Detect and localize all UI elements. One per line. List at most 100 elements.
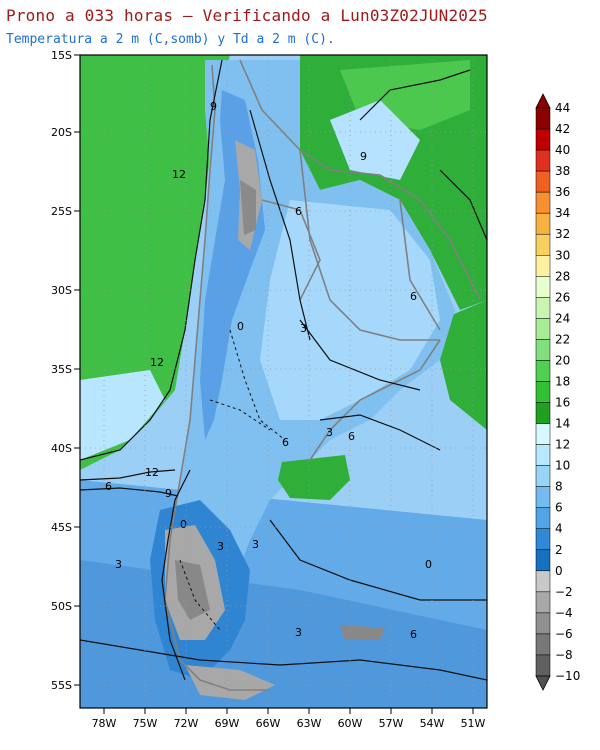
colorbar-label: −8 <box>555 648 573 662</box>
colorbar-label: −10 <box>555 669 580 683</box>
lon-tick-label: 54W <box>420 717 445 730</box>
lat-axis: 15S 20S 25S 30S 35S 40S 45S 50S 55S <box>51 49 80 692</box>
dashed-contours <box>179 329 286 631</box>
colorbar-label: 0 <box>555 564 563 578</box>
colorbar-label: 30 <box>555 248 570 262</box>
contour-label: 9 <box>360 150 367 163</box>
pacific-warm-field <box>80 55 230 470</box>
colorbar-label: 4 <box>555 522 563 536</box>
colorbar-label: 20 <box>555 353 570 367</box>
colorbar-label: 18 <box>555 374 570 388</box>
colorbar-swatch <box>535 444 551 466</box>
colorbar-label: 40 <box>555 143 570 157</box>
lat-tick-label: 40S <box>51 442 72 455</box>
colorbar-swatch <box>535 528 551 551</box>
lat-tick-label: 25S <box>51 205 72 218</box>
colorbar-label: 14 <box>555 417 570 431</box>
colorbar-label: 26 <box>555 290 570 304</box>
colorbar-swatch <box>535 423 551 445</box>
colorbar-label: 44 <box>555 101 570 115</box>
colorbar-swatch <box>535 297 551 319</box>
contour-label: 6 <box>105 480 112 493</box>
colorbar-swatch <box>535 276 551 298</box>
colorbar-label: 28 <box>555 269 570 283</box>
lon-tick-label: 60W <box>338 717 363 730</box>
colorbar-label: 8 <box>555 480 563 494</box>
contour-label: 0 <box>237 320 244 333</box>
valdes-warm-field <box>278 455 350 500</box>
colorbar-swatch <box>535 549 551 572</box>
lon-tick-label: 51W <box>461 717 486 730</box>
lon-axis: 78W 75W 72W 69W 66W 63W 60W 57W 54W 51W <box>92 708 486 730</box>
contour-label: 0 <box>425 558 432 571</box>
colorbar-swatch <box>535 339 551 361</box>
contour-label: 6 <box>410 290 417 303</box>
contour-label: 12 <box>145 466 159 479</box>
colorbar-label: 42 <box>555 122 570 136</box>
contour-label: 3 <box>300 322 307 335</box>
lon-tick-label: 72W <box>174 717 199 730</box>
colorbar-swatch <box>535 318 551 340</box>
contour-label: 3 <box>115 558 122 571</box>
lon-tick-label: 63W <box>297 717 322 730</box>
lat-tick-label: 55S <box>51 679 72 692</box>
lon-tick-label: 66W <box>256 717 281 730</box>
colorbar-label: −2 <box>555 585 573 599</box>
colorbar-swatch <box>535 170 551 193</box>
colorbar-swatch <box>535 486 551 508</box>
lat-tick-label: 15S <box>51 49 72 62</box>
contour-label: 9 <box>165 487 172 500</box>
colorbar-label: −4 <box>555 606 573 620</box>
contour-label: 0 <box>180 518 187 531</box>
lat-tick-label: 20S <box>51 126 72 139</box>
colorbar-label: 32 <box>555 227 570 241</box>
contour-label: 6 <box>410 628 417 641</box>
colorbar-swatch <box>535 654 551 677</box>
colorbar-label: 24 <box>555 311 570 325</box>
contour-label: 12 <box>150 356 164 369</box>
contour-label: 9 <box>210 100 217 113</box>
contour-label: 6 <box>282 436 289 449</box>
colorbar: 4442403836343230282624222018161412108642… <box>535 93 580 691</box>
lat-tick-label: 45S <box>51 521 72 534</box>
lon-tick-label: 69W <box>215 717 240 730</box>
colorbar-label: 34 <box>555 206 570 220</box>
colorbar-swatch <box>535 360 551 382</box>
colorbar-bottom-arrow <box>535 675 551 691</box>
contour-labels: 12 12 9 9 6 6 3 0 12 9 6 3 0 3 6 3 6 3 0… <box>105 100 432 641</box>
colorbar-swatch <box>535 465 551 487</box>
contour-label: 3 <box>217 540 224 553</box>
colorbar-swatch <box>535 507 551 529</box>
map-frame <box>79 54 488 709</box>
colorbar-swatch <box>535 633 551 656</box>
contour-label: 6 <box>348 430 355 443</box>
contour-label: 3 <box>252 538 259 551</box>
contour-label: 12 <box>172 168 186 181</box>
country-borders <box>164 59 481 691</box>
lat-tick-label: 50S <box>51 600 72 613</box>
colorbar-label: 22 <box>555 332 570 346</box>
colorbar-top-arrow <box>535 93 551 109</box>
colorbar-swatch <box>535 255 551 277</box>
colorbar-label: 12 <box>555 438 570 452</box>
colorbar-label: 38 <box>555 164 570 178</box>
colorbar-label: 6 <box>555 501 563 515</box>
colorbar-swatch <box>535 570 551 593</box>
colorbar-swatch <box>535 402 551 424</box>
colorbar-swatch <box>535 149 551 172</box>
contour-label: 3 <box>326 426 333 439</box>
map-panel: 12 12 9 9 6 6 3 0 12 9 6 3 0 3 6 3 6 3 0… <box>80 55 487 708</box>
colorbar-label: 36 <box>555 185 570 199</box>
colorbar-swatch <box>535 107 551 130</box>
map-subtitle: Temperatura a 2 m (C,somb) y Td a 2 m (C… <box>6 32 335 47</box>
colorbar-swatch <box>535 612 551 635</box>
map-title: Prono a 033 horas – Verificando a Lun03Z… <box>6 6 488 25</box>
lat-tick-label: 30S <box>51 284 72 297</box>
lon-tick-label: 57W <box>379 717 404 730</box>
lon-tick-label: 75W <box>133 717 158 730</box>
colorbar-label: 2 <box>555 543 563 557</box>
colorbar-label: 16 <box>555 396 570 410</box>
colorbar-swatch <box>535 212 551 235</box>
colorbar-swatch <box>535 233 551 256</box>
